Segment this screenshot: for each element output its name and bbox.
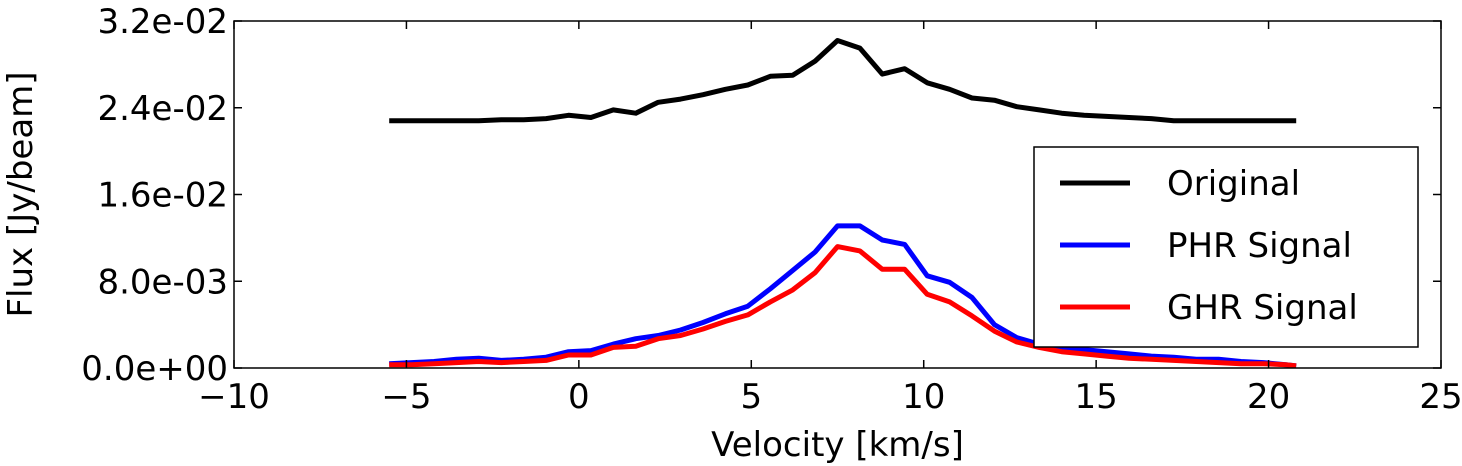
series-line-ghr-signal	[389, 244, 1297, 369]
x-tick-label: 15	[1075, 377, 1118, 417]
x-tick-label: 10	[902, 377, 945, 417]
y-axis-label: Flux [Jy/beam]	[1, 71, 41, 317]
y-tick-label: 2.4e-02	[97, 89, 228, 129]
x-tick-label: −10	[198, 377, 270, 417]
legend: Original PHR Signal GHR Signal	[1033, 146, 1419, 348]
legend-label: GHR Signal	[1167, 288, 1358, 328]
y-tick-label: 1.6e-02	[97, 176, 228, 216]
x-tick-label: 20	[1247, 377, 1290, 417]
series-line-phr-signal	[389, 223, 1297, 369]
x-tick-label: 25	[1419, 377, 1462, 417]
legend-label: Original	[1167, 164, 1300, 204]
series-layer	[389, 38, 1297, 369]
x-tick-label: 0	[568, 377, 590, 417]
y-tick-label: 8.0e-03	[97, 262, 228, 302]
y-tick-label: 3.2e-02	[97, 2, 228, 42]
x-axis-label: Velocity [km/s]	[711, 425, 964, 465]
legend-label: PHR Signal	[1167, 226, 1352, 266]
x-tick-label: −5	[381, 377, 431, 417]
y-tick-label: 0.0e+00	[81, 349, 228, 389]
series-line-original	[389, 38, 1297, 124]
ticks-layer: −10 −5 0 5 10 15 20 25 0.0e+00 8.0e-03 1.6e-02 2.4e…	[81, 2, 1462, 417]
x-tick-label: 5	[740, 377, 762, 417]
